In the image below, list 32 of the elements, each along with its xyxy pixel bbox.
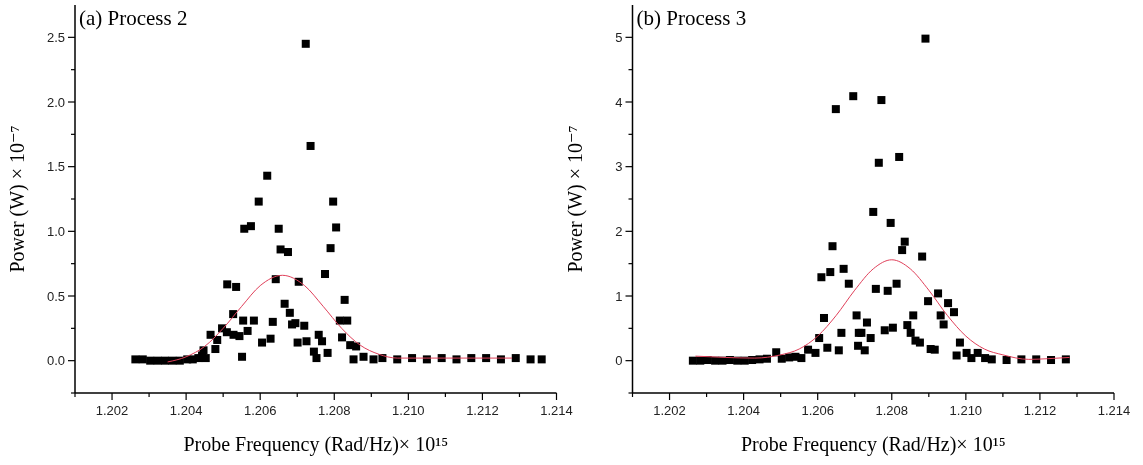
y-axis-title: Power (W) × 10⁻⁷ bbox=[563, 125, 587, 273]
y-tick-label: 1 bbox=[615, 288, 623, 304]
y-axis-title: Power (W) × 10⁻⁷ bbox=[6, 125, 29, 273]
y-tick-label: 1.0 bbox=[46, 223, 65, 239]
x-tick-label: 1.206 bbox=[243, 403, 277, 418]
x-tick-label: 1.208 bbox=[875, 403, 909, 418]
y-tick-label: 0.5 bbox=[46, 288, 65, 304]
x-tick-label: 1.212 bbox=[466, 403, 499, 418]
y-tick-label: 2 bbox=[615, 223, 623, 239]
y-tick-label: 0.0 bbox=[46, 353, 65, 369]
x-axis-title: Probe Frequency (Rad/Hz)× 10¹⁵ bbox=[740, 433, 1006, 456]
y-tick-label: 2.0 bbox=[46, 94, 65, 110]
x-tick-label: 1.204 bbox=[169, 403, 203, 418]
x-tick-label: 1.210 bbox=[392, 403, 425, 418]
y-tick-label: 0 bbox=[615, 353, 623, 369]
x-tick-label: 1.204 bbox=[727, 403, 760, 418]
x-axis-title: Probe Frequency (Rad/Hz)× 10¹⁵ bbox=[183, 433, 449, 456]
x-tick-label: 1.214 bbox=[540, 403, 573, 418]
x-tick-label: 1.210 bbox=[949, 403, 983, 418]
y-tick-label: 2.5 bbox=[46, 29, 65, 45]
x-tick-label: 1.202 bbox=[95, 403, 129, 418]
y-tick-label: 5 bbox=[615, 29, 623, 45]
x-tick-label: 1.214 bbox=[1097, 403, 1131, 418]
y-tick-label: 1.5 bbox=[46, 159, 65, 175]
x-tick-label: 1.206 bbox=[801, 403, 834, 418]
y-tick-label: 3 bbox=[615, 159, 623, 175]
chart-title: (a) Process 2 bbox=[79, 6, 188, 30]
y-tick-label: 4 bbox=[615, 94, 623, 110]
x-tick-label: 1.202 bbox=[653, 403, 686, 418]
x-tick-label: 1.212 bbox=[1023, 403, 1057, 418]
chart-title: (b) Process 3 bbox=[636, 6, 747, 30]
x-tick-label: 1.208 bbox=[318, 403, 351, 418]
